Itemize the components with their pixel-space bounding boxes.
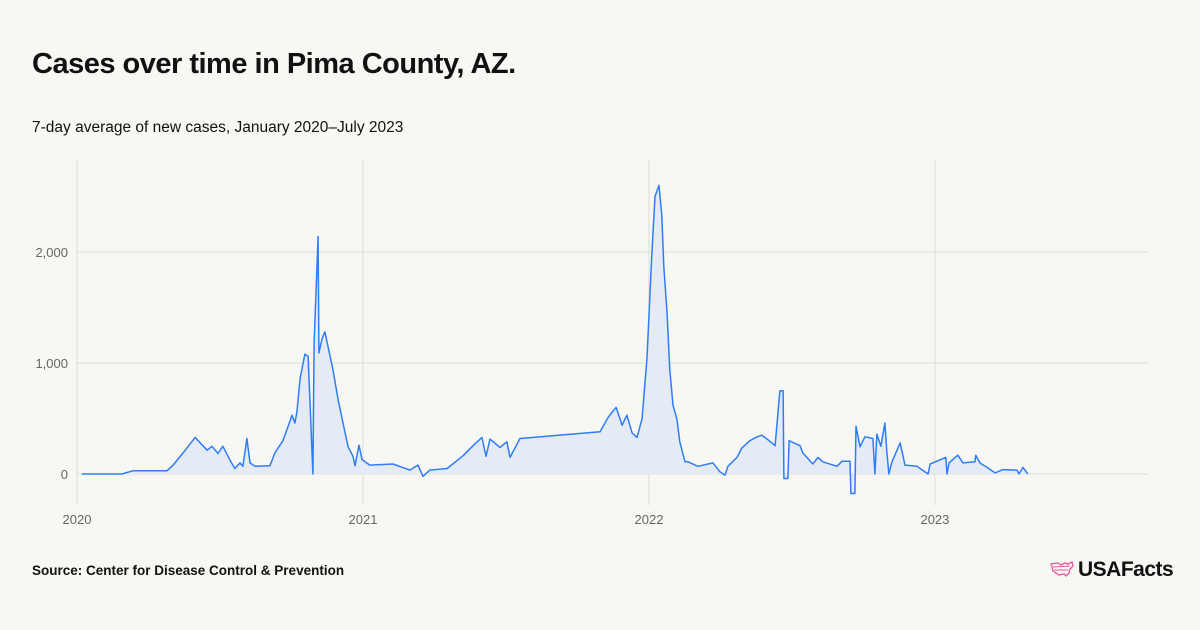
usafacts-logo[interactable]: USAFacts (1050, 558, 1174, 582)
x-tick-label: 2022 (635, 512, 664, 527)
x-tick-label: 2021 (349, 512, 378, 527)
x-tick-label: 2020 (63, 512, 92, 527)
chart-title: Cases over time in Pima County, AZ. (32, 48, 516, 80)
series-line (81, 184, 1029, 495)
logo-text: USAFacts (1078, 558, 1174, 581)
y-tick-label: 2,000 (35, 245, 68, 260)
y-tick-label: 0 (61, 467, 68, 482)
us-map-icon (1050, 561, 1074, 577)
y-tick-label: 1,000 (35, 356, 68, 371)
source-note: Source: Center for Disease Control & Pre… (32, 563, 345, 578)
chart-subtitle: 7-day average of new cases, January 2020… (32, 119, 404, 136)
x-tick-label: 2023 (920, 512, 949, 527)
series-area (81, 185, 1028, 494)
